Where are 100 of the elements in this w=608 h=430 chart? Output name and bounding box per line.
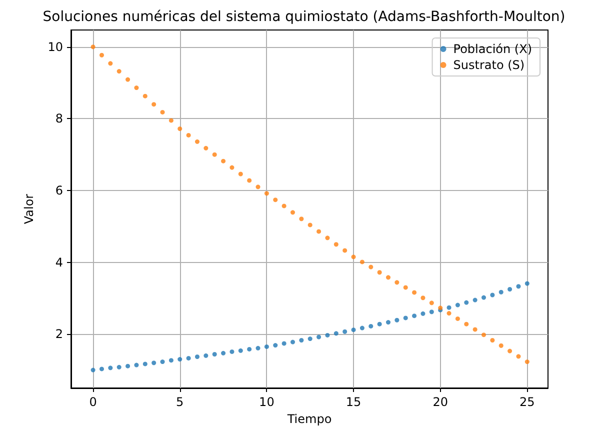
point bbox=[508, 348, 512, 354]
point bbox=[316, 229, 322, 234]
point bbox=[308, 336, 312, 342]
point bbox=[90, 44, 96, 50]
point bbox=[204, 353, 208, 358]
point bbox=[160, 360, 165, 364]
y-tick-label: 2 bbox=[55, 327, 63, 342]
point bbox=[342, 329, 348, 334]
point bbox=[446, 305, 452, 310]
x-tick-label: 0 bbox=[89, 395, 97, 409]
point bbox=[126, 77, 130, 82]
y-tick-label: 8 bbox=[55, 112, 63, 126]
point bbox=[524, 360, 530, 364]
x-axis-title: Tiempo bbox=[286, 412, 332, 426]
point bbox=[212, 352, 217, 356]
point bbox=[152, 360, 156, 366]
point bbox=[230, 165, 234, 170]
point bbox=[273, 343, 278, 348]
point bbox=[412, 314, 417, 318]
point bbox=[498, 343, 504, 348]
x-tick-label: 20 bbox=[432, 395, 448, 409]
point bbox=[273, 198, 278, 202]
point bbox=[360, 260, 364, 264]
point bbox=[299, 338, 304, 342]
y-tick-label: 6 bbox=[55, 184, 63, 198]
point bbox=[168, 118, 174, 123]
point bbox=[325, 332, 330, 338]
point bbox=[464, 322, 469, 326]
point bbox=[178, 357, 182, 362]
point bbox=[325, 236, 330, 240]
point bbox=[99, 366, 104, 372]
point bbox=[299, 216, 304, 222]
point bbox=[160, 110, 165, 114]
x-tick-label: 25 bbox=[520, 395, 535, 409]
point bbox=[116, 69, 122, 74]
point bbox=[221, 158, 226, 164]
y-axis-title: Valor bbox=[22, 194, 36, 224]
point bbox=[108, 61, 113, 66]
point bbox=[186, 132, 191, 138]
point bbox=[368, 264, 374, 270]
point bbox=[420, 311, 426, 316]
point bbox=[455, 316, 460, 321]
point bbox=[498, 290, 504, 294]
point bbox=[212, 152, 217, 157]
point bbox=[116, 364, 122, 370]
point bbox=[524, 281, 530, 286]
point bbox=[142, 94, 148, 98]
point bbox=[90, 368, 96, 372]
point bbox=[194, 139, 200, 144]
point bbox=[221, 350, 226, 356]
point bbox=[508, 287, 512, 292]
point bbox=[360, 326, 364, 330]
point bbox=[412, 290, 417, 295]
point bbox=[490, 338, 495, 342]
point bbox=[403, 285, 408, 290]
y-tick-label: 10 bbox=[48, 40, 63, 54]
point bbox=[152, 102, 156, 107]
point bbox=[238, 348, 243, 353]
point bbox=[142, 362, 148, 366]
point bbox=[368, 324, 374, 328]
point bbox=[490, 292, 495, 298]
point bbox=[420, 296, 426, 300]
point bbox=[394, 318, 400, 322]
point bbox=[386, 275, 390, 280]
point bbox=[316, 334, 322, 340]
point bbox=[282, 341, 286, 346]
point bbox=[334, 242, 338, 247]
point bbox=[247, 346, 252, 352]
x-tick-label: 5 bbox=[176, 395, 184, 409]
point bbox=[168, 358, 174, 363]
point bbox=[238, 172, 243, 176]
legend-label: Población (X) bbox=[453, 42, 532, 56]
point bbox=[377, 270, 382, 275]
x-tick-label: 10 bbox=[259, 395, 274, 409]
point bbox=[247, 178, 252, 183]
y-tick-label: 4 bbox=[55, 255, 63, 270]
point bbox=[134, 362, 139, 368]
point bbox=[186, 356, 191, 360]
point bbox=[178, 126, 182, 131]
point bbox=[351, 328, 356, 332]
point bbox=[394, 280, 400, 285]
point bbox=[290, 210, 295, 215]
point bbox=[290, 340, 295, 344]
point bbox=[403, 316, 408, 320]
point bbox=[429, 310, 434, 314]
point bbox=[230, 349, 234, 354]
point bbox=[204, 146, 208, 150]
point bbox=[482, 332, 486, 338]
point bbox=[134, 86, 139, 90]
point bbox=[99, 52, 104, 58]
point bbox=[334, 331, 338, 336]
point bbox=[256, 184, 260, 190]
chart-title: Soluciones numéricas del sistema quimiostato (Adams-Bashforth-Moulton) bbox=[42, 9, 566, 25]
point bbox=[455, 302, 460, 308]
point bbox=[377, 322, 382, 326]
point bbox=[264, 344, 269, 349]
point bbox=[482, 295, 486, 300]
point bbox=[464, 300, 469, 305]
point bbox=[194, 354, 200, 360]
point bbox=[342, 248, 348, 253]
